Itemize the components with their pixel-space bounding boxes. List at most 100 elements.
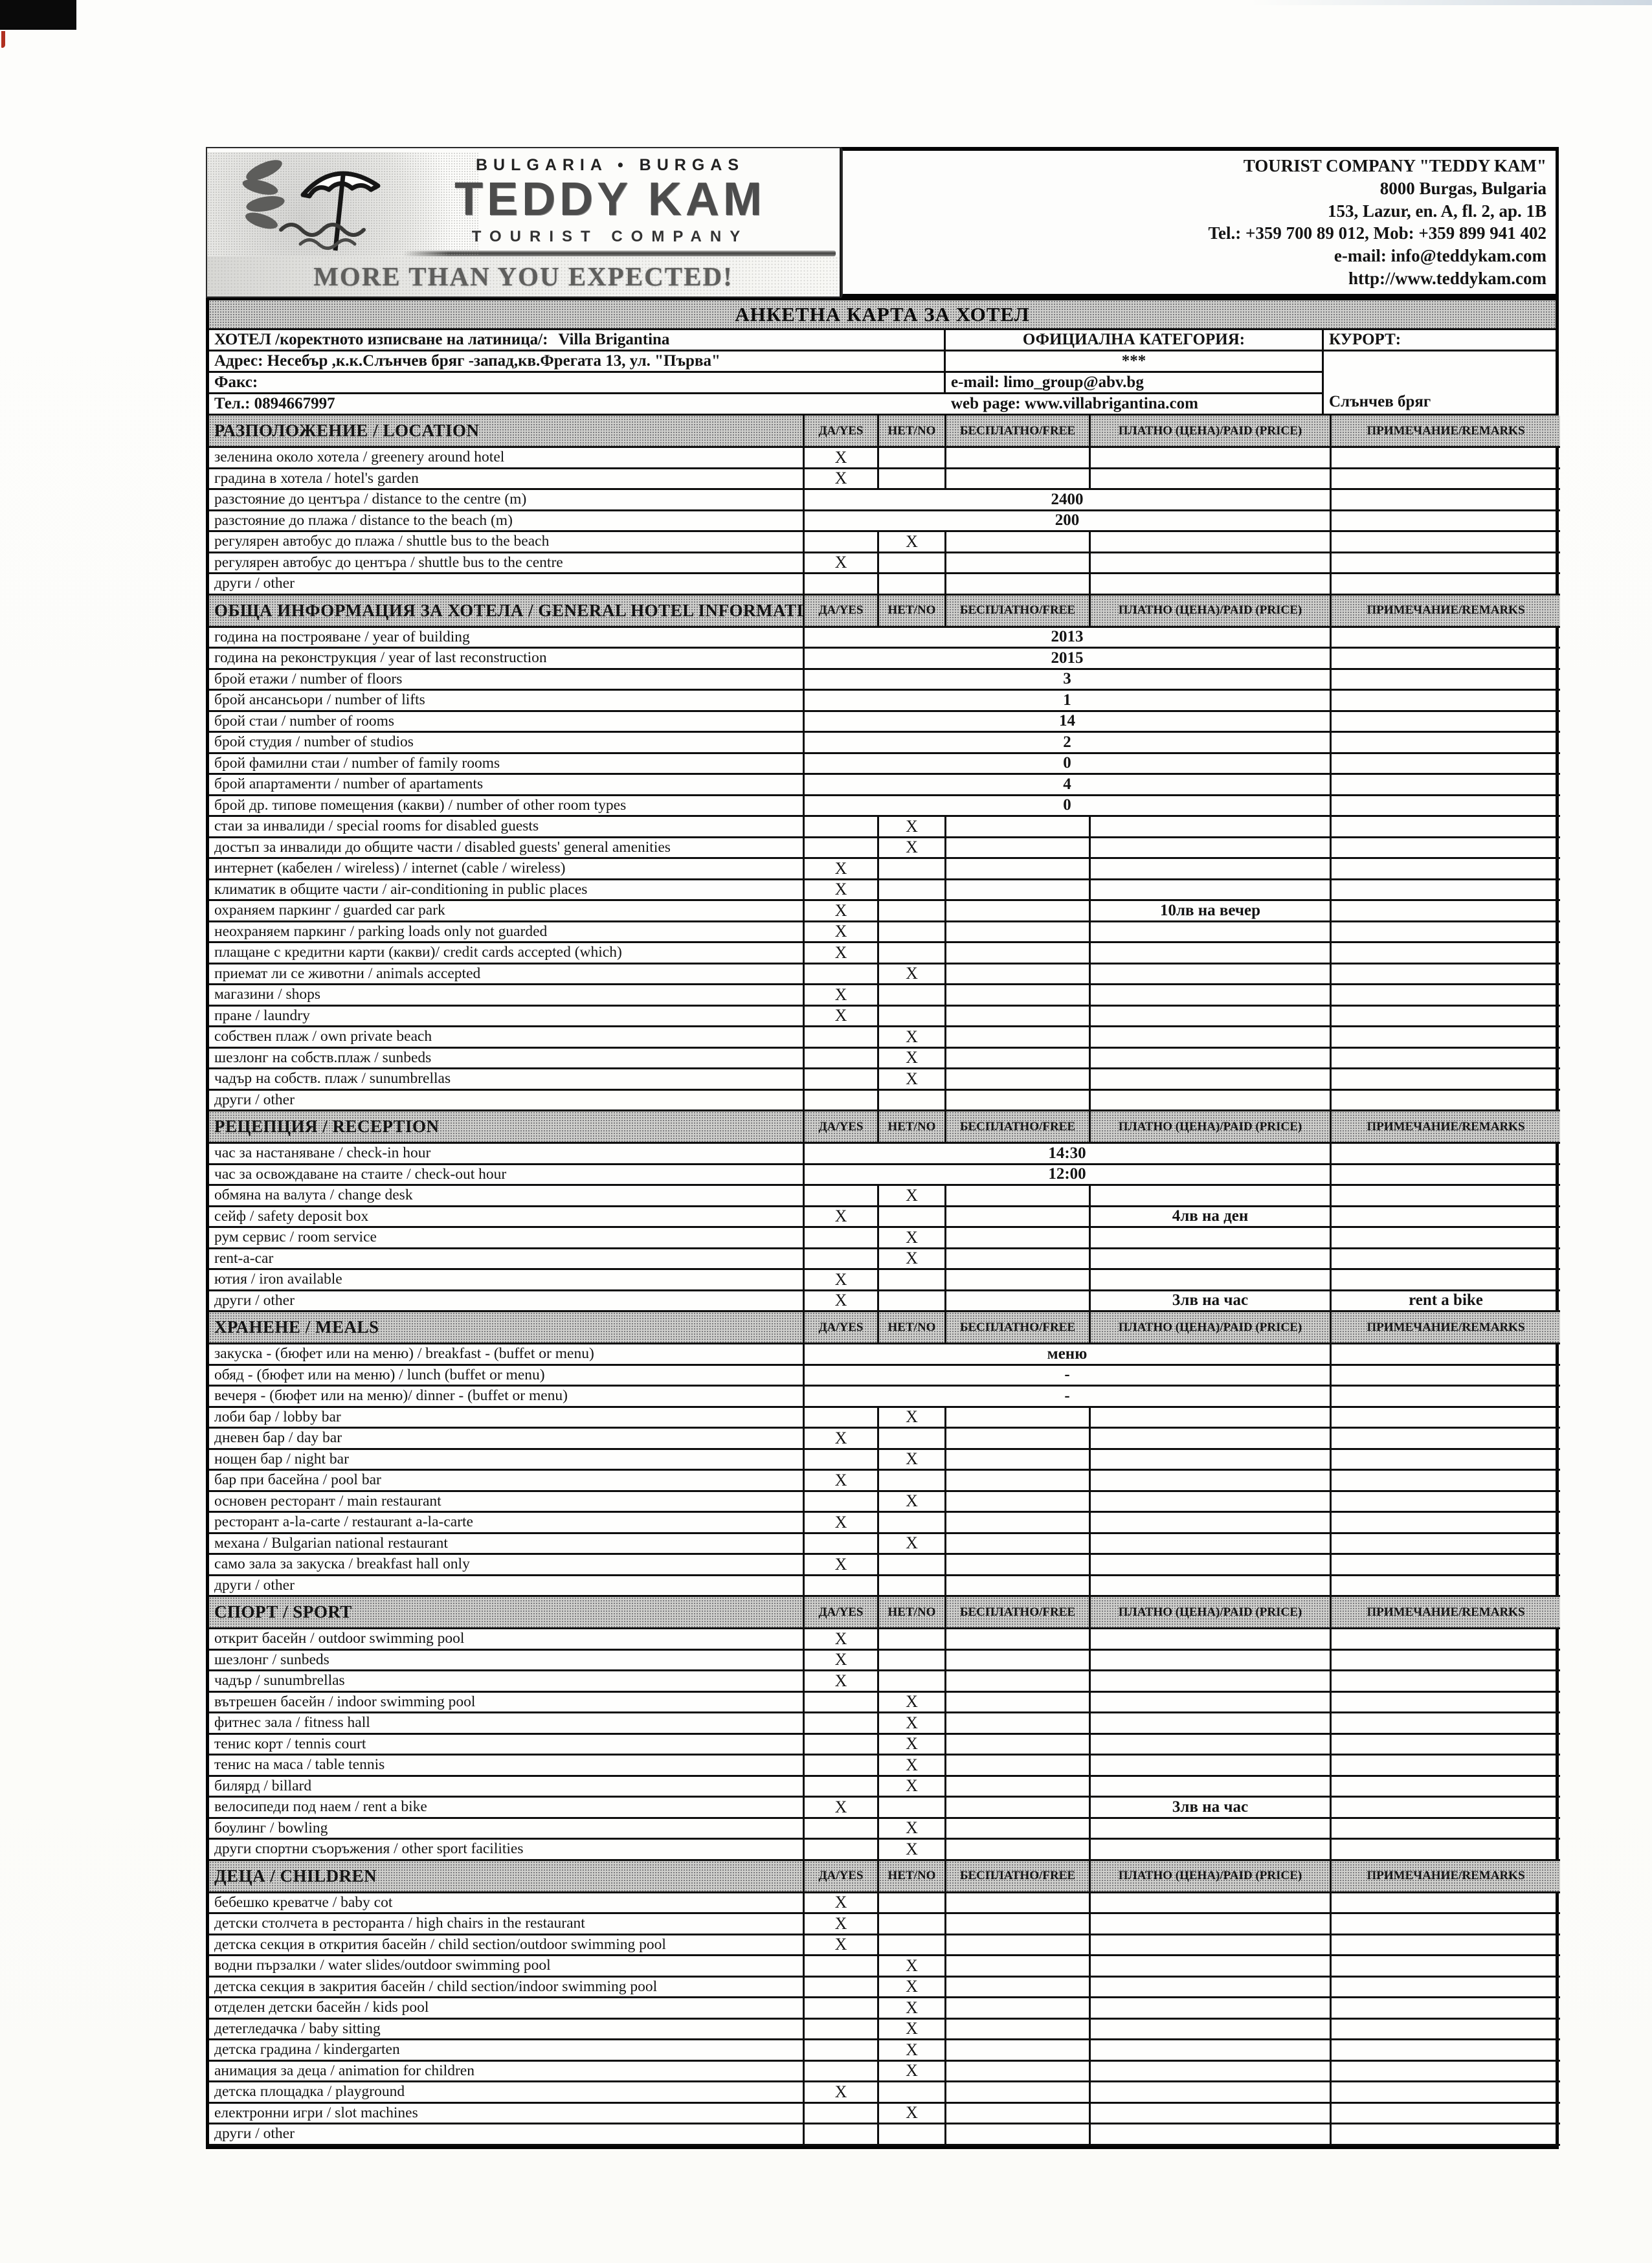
table-row: чадър на собств. плаж / sunumbrellas X (209, 1069, 1560, 1091)
row-yes-mark (805, 1048, 879, 1069)
row-yes-mark: X (805, 1006, 879, 1027)
row-label: обмяна на валута / change desk (209, 1186, 805, 1207)
row-no-mark (879, 2124, 946, 2146)
row-free-value (946, 1713, 1091, 1735)
row-paid-value (1091, 2124, 1332, 2146)
row-remarks-value (1332, 1534, 1560, 1555)
row-label: детска секция в закрития басейн / child … (209, 1977, 805, 1998)
row-paid-value (1091, 1756, 1332, 1777)
section-header-row: ХРАНЕНЕ / MEALS ДА/YES НЕТ/NO БЕСПЛАТНО/FRE… (209, 1312, 1560, 1344)
row-paid-value (1091, 1893, 1332, 1914)
row-no-mark: X (879, 817, 946, 838)
row-label: брой студия / number of studios (209, 733, 805, 754)
row-yes-mark (805, 1692, 879, 1713)
row-free-value (946, 2082, 1091, 2104)
row-free-value (946, 1555, 1091, 1576)
official-category-label: ОФИЦИАЛНА КАТЕГОРИЯ: (946, 330, 1324, 351)
column-header-yes: ДА/YES (805, 416, 879, 448)
row-paid-value (1091, 880, 1332, 901)
row-label: фитнес зала / fitness hall (209, 1713, 805, 1735)
row-paid-value (1091, 2061, 1332, 2082)
row-paid-value (1091, 2082, 1332, 2104)
row-yes-mark: X (805, 1935, 879, 1956)
table-row: регулярен автобус до центъра / shuttle b… (209, 553, 1560, 574)
row-paid-value: 3лв на час (1091, 1798, 1332, 1819)
row-free-value (946, 1090, 1091, 1111)
table-row: нощен бар / night bar X (209, 1449, 1560, 1471)
row-remarks-value (1332, 628, 1560, 649)
row-remarks-value (1332, 1819, 1560, 1840)
row-paid-value (1091, 1407, 1332, 1429)
row-free-value (946, 1671, 1091, 1693)
row-label: закуска - (бюфет или на меню) / breakfas… (209, 1344, 805, 1366)
contact-box: TOURIST COMPANY "TEDDY KAM" 8000 Burgas,… (842, 147, 1559, 298)
section-header-row: СПОРТ / SPORT ДА/YES НЕТ/NO БЕСПЛАТНО/FREE П… (209, 1597, 1560, 1629)
row-free-value (946, 2019, 1091, 2040)
row-label: други / other (209, 1090, 805, 1111)
table-row: детска градина / kindergarten X (209, 2040, 1560, 2062)
row-free-value (946, 448, 1091, 469)
row-free-value (946, 985, 1091, 1007)
row-remarks-value (1332, 1713, 1560, 1735)
row-remarks-value (1332, 901, 1560, 922)
row-no-mark (879, 943, 946, 964)
row-free-value (946, 1513, 1091, 1534)
row-label: боулинг / bowling (209, 1818, 805, 1840)
table-row: детска секция в закрития басейн / child … (209, 1977, 1560, 1998)
row-no-mark (879, 859, 946, 880)
table-row: брой ансансьори / number of lifts 1 (209, 691, 1560, 712)
table-row: тенис корт / tennis court X (209, 1734, 1560, 1756)
row-remarks-value (1332, 943, 1560, 964)
row-paid-value (1091, 1650, 1332, 1671)
row-free-value (946, 838, 1091, 859)
row-no-mark (879, 1270, 946, 1291)
row-paid-value (1091, 1228, 1332, 1249)
row-merged-value: 2400 (805, 490, 1332, 511)
table-row: бар при басейна / pool bar X (209, 1471, 1560, 1492)
hotel-fax: Факс: (209, 373, 946, 394)
row-remarks-value (1332, 1091, 1560, 1111)
row-label: приемат ли се животни / animals accepted (209, 964, 805, 985)
row-yes-mark (805, 2061, 879, 2082)
row-yes-mark: X (805, 1671, 879, 1693)
row-yes-mark: X (805, 1629, 879, 1651)
row-label: пране / laundry (209, 1006, 805, 1027)
row-label: охраняем паркинг / guarded car park (209, 901, 805, 922)
company-logo-block: BULGARIA • BURGAS TEDDY KAM TOURIST COMP… (206, 147, 842, 298)
row-paid-value (1091, 1692, 1332, 1713)
column-header-yes: ДА/YES (805, 1111, 879, 1144)
section: ОБЩА ИНФОРМАЦИЯ ЗА ХОТЕЛА / GENERAL HOTE… (209, 595, 1560, 1111)
row-label: бебешко креватче / baby cot (209, 1893, 805, 1914)
tagline-strip: MORE THAN YOU EXPECTED! (207, 256, 840, 296)
row-yes-mark: X (805, 943, 879, 964)
section-title: ДЕЦА / CHILDREN (209, 1860, 805, 1893)
table-row: други / other (209, 2124, 1560, 2146)
table-row: магазини / shops X (209, 985, 1560, 1007)
row-yes-mark (805, 1228, 879, 1249)
row-no-mark: X (879, 1533, 946, 1555)
row-no-mark: X (879, 1713, 946, 1735)
row-merged-value: 4 (805, 775, 1332, 796)
row-yes-mark: X (805, 1513, 879, 1534)
row-label: градина в хотела / hotel's garden (209, 469, 805, 490)
section-title: ОБЩА ИНФОРМАЦИЯ ЗА ХОТЕЛА / GENERAL HOTE… (209, 595, 805, 628)
row-no-mark (879, 1576, 946, 1597)
section-header-row: РАЗПОЛОЖЕНИЕ / LOCATION ДА/YES НЕТ/NO БЕСПЛ… (209, 416, 1560, 448)
table-row: климатик в общите части / air-conditioni… (209, 880, 1560, 901)
document: BULGARIA • BURGAS TEDDY KAM TOURIST COMP… (206, 147, 1560, 2149)
row-remarks-value (1332, 1027, 1560, 1049)
row-yes-mark (805, 574, 879, 596)
row-no-mark (879, 469, 946, 490)
row-no-mark: X (879, 532, 946, 553)
row-remarks-value (1332, 964, 1560, 985)
hotel-name-value: Villa Brigantina (558, 331, 670, 348)
row-remarks-value (1332, 2020, 1560, 2040)
row-paid-value (1091, 1027, 1332, 1049)
row-yes-mark (805, 817, 879, 838)
row-paid-value (1091, 1555, 1332, 1576)
row-free-value (946, 1533, 1091, 1555)
column-header-remarks: ПРИМЕЧАНИЕ/REMARKS (1332, 1597, 1560, 1629)
section: РАЗПОЛОЖЕНИЕ / LOCATION ДА/YES НЕТ/NO БЕСПЛ… (209, 416, 1560, 596)
row-no-mark: X (879, 1692, 946, 1713)
table-row: час за настаняване / check-in hour 14:30 (209, 1144, 1560, 1165)
